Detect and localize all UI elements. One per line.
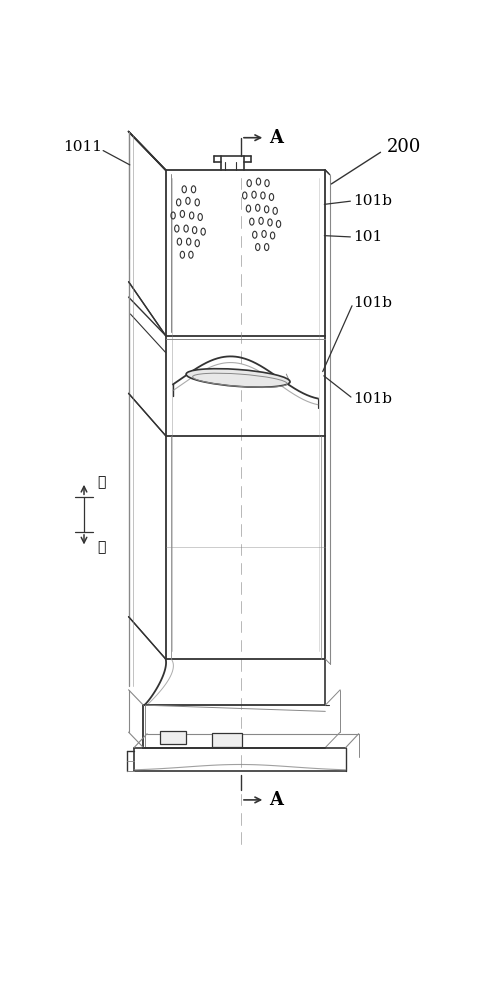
Text: 1011: 1011 [64,140,103,154]
Ellipse shape [186,369,290,387]
Bar [212,733,242,747]
Text: 101: 101 [353,230,382,244]
Text: 101b: 101b [353,194,392,208]
Text: 上: 上 [97,475,105,489]
Text: 101b: 101b [353,296,392,310]
Text: A: A [269,791,283,809]
Text: 下: 下 [97,540,105,554]
Bar [160,731,186,744]
Text: A: A [269,129,283,147]
Text: 200: 200 [387,138,421,156]
Text: 101b: 101b [353,392,392,406]
